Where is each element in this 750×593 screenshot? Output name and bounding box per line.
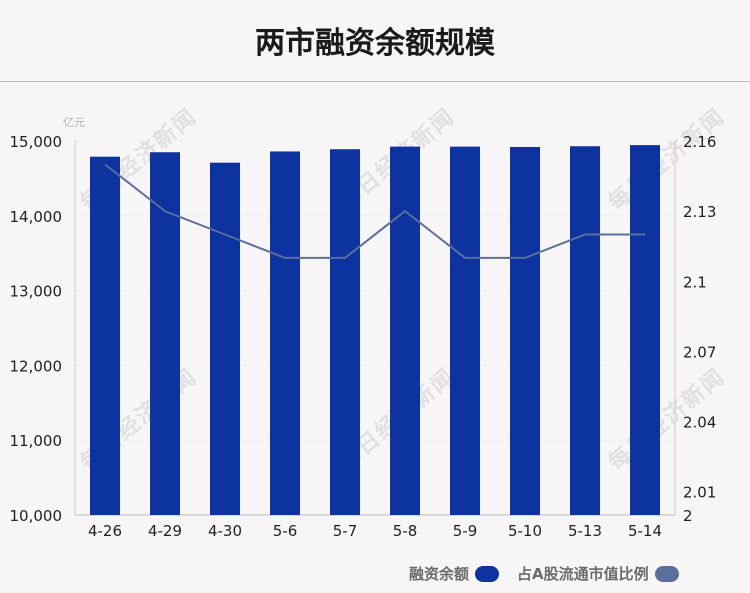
x-tick-label: 5-6 — [273, 522, 298, 540]
bar — [510, 146, 540, 515]
x-tick-label: 5-10 — [508, 522, 542, 540]
bar — [390, 146, 420, 516]
y-right-tick-label: 2 — [683, 507, 693, 525]
legend-swatch-ratio — [654, 565, 679, 582]
ratio-line — [104, 163, 645, 259]
x-tick-label: 4-30 — [208, 522, 242, 540]
legend-item-ratio: 占A股流通市值比例 — [517, 563, 679, 584]
y-right-tick-label: 2.04 — [683, 414, 716, 432]
y-left-tick-label: 15,000 — [10, 133, 63, 151]
legend-item-balance: 融资余额 — [409, 563, 500, 584]
y-right-tick-label: 2.13 — [683, 203, 716, 221]
chart-title: 两市融资余额规模 — [255, 26, 495, 61]
bar — [210, 162, 240, 515]
bar — [330, 149, 360, 515]
y-right-tick-label: 2.01 — [683, 484, 716, 502]
x-tick-label: 5-14 — [628, 522, 662, 540]
y-left-tick-label: 14,000 — [10, 208, 63, 226]
x-tick-label: 5-9 — [453, 522, 478, 540]
legend-label-balance: 融资余额 — [409, 565, 470, 583]
bar — [630, 145, 660, 515]
legend-swatch-balance — [475, 565, 500, 582]
x-tick-label: 5-8 — [393, 522, 418, 540]
y-right-tick-label: 2.1 — [683, 273, 707, 291]
bar — [150, 152, 180, 515]
x-tick-label: 4-26 — [88, 522, 122, 540]
bar — [270, 151, 300, 516]
bar — [450, 146, 480, 516]
y-left-tick-label: 10,000 — [10, 507, 63, 525]
y-left-tick-label: 12,000 — [10, 357, 63, 375]
bar — [90, 156, 120, 515]
x-tick-label: 5-13 — [568, 522, 602, 540]
y-left-tick-label: 13,000 — [10, 283, 63, 301]
y-right-tick-label: 2.07 — [683, 343, 716, 361]
x-tick-label: 5-7 — [333, 522, 358, 540]
x-tick-label: 4-29 — [148, 522, 182, 540]
y-left-unit: 亿元 — [63, 116, 85, 129]
bar — [570, 146, 600, 515]
title-divider — [0, 81, 750, 82]
y-left-tick-label: 11,000 — [10, 432, 63, 450]
legend-label-ratio: 占A股流通市值比例 — [517, 565, 649, 583]
y-right-tick-label: 2.16 — [683, 133, 716, 151]
